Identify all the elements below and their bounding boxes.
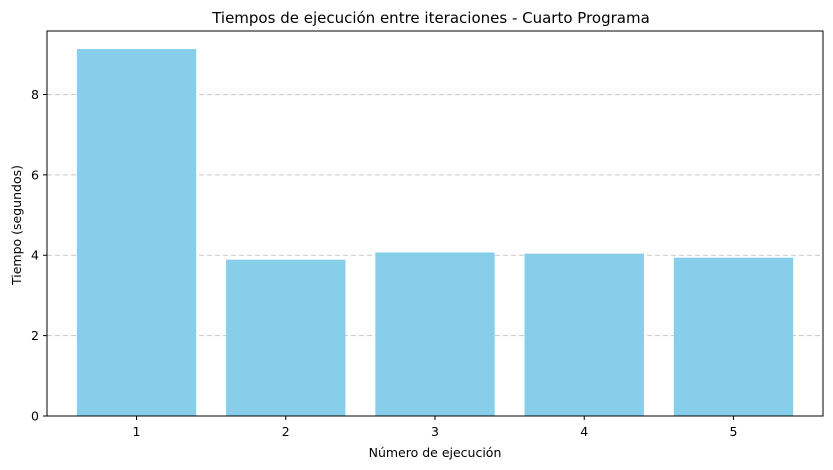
- bar: [226, 259, 346, 416]
- y-tick-label: 8: [31, 87, 39, 102]
- bar: [524, 253, 644, 416]
- y-tick-label: 0: [31, 409, 39, 424]
- x-tick-label: 3: [431, 424, 439, 439]
- y-tick-label: 2: [31, 328, 39, 343]
- chart-title: Tiempos de ejecución entre iteraciones -…: [211, 9, 650, 27]
- bar: [76, 49, 197, 416]
- y-tick-label: 6: [31, 167, 39, 182]
- bars: [76, 49, 794, 416]
- bar: [673, 257, 794, 416]
- x-tick-label: 4: [580, 424, 588, 439]
- x-tick-label: 1: [133, 424, 141, 439]
- y-tick-label: 4: [31, 248, 39, 263]
- x-axis-label: Número de ejecución: [369, 445, 502, 460]
- y-axis-label: Tiempo (segundos): [9, 165, 24, 286]
- x-tick-label: 2: [282, 424, 290, 439]
- bar: [375, 252, 495, 416]
- x-tick-label: 5: [729, 424, 737, 439]
- axes: 0 2 4 6 8 1 2 3 4 5: [31, 30, 824, 439]
